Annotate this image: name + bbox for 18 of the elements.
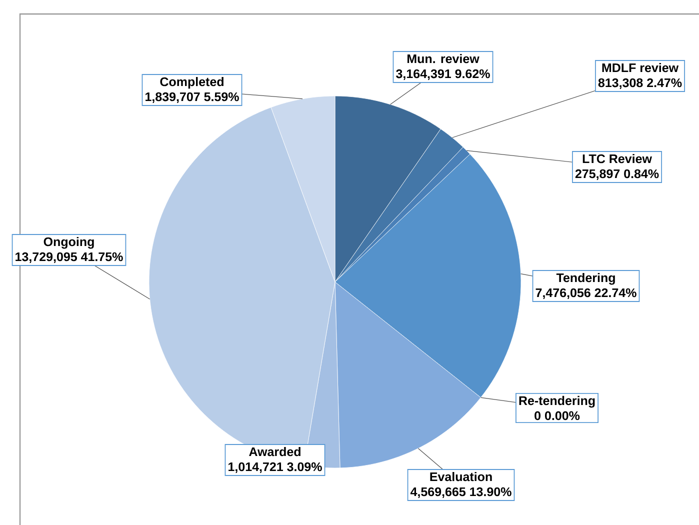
data-label: 813,308 2.47%	[598, 78, 682, 89]
data-label: 4,569,665 13.90%	[410, 487, 512, 498]
data-label: 3,164,391 9.62%	[396, 69, 490, 80]
data-label: 1,839,707 5.59%	[146, 92, 239, 103]
slice-label: MDLF review	[602, 62, 679, 72]
data-label: 275,897 0.84%	[575, 169, 659, 180]
slice-label: Awarded	[249, 446, 300, 456]
slice-label: Ongoing	[44, 236, 94, 249]
data-label: 1,014,721 3.09%	[228, 462, 322, 473]
data-label: 13,729,095 41.75%	[16, 252, 123, 263]
category-label: Re-tendering	[519, 396, 595, 408]
data-label: 7,476,056 22.74%	[536, 288, 636, 299]
slice-label: LTC Review	[582, 154, 652, 164]
slice-label: Tendering	[556, 272, 615, 285]
slice-label: Evaluation	[430, 472, 492, 482]
text: 0 0.00%	[534, 411, 580, 420]
slice-label: Mun. review	[407, 54, 480, 64]
slice-label: Completed	[160, 76, 224, 89]
